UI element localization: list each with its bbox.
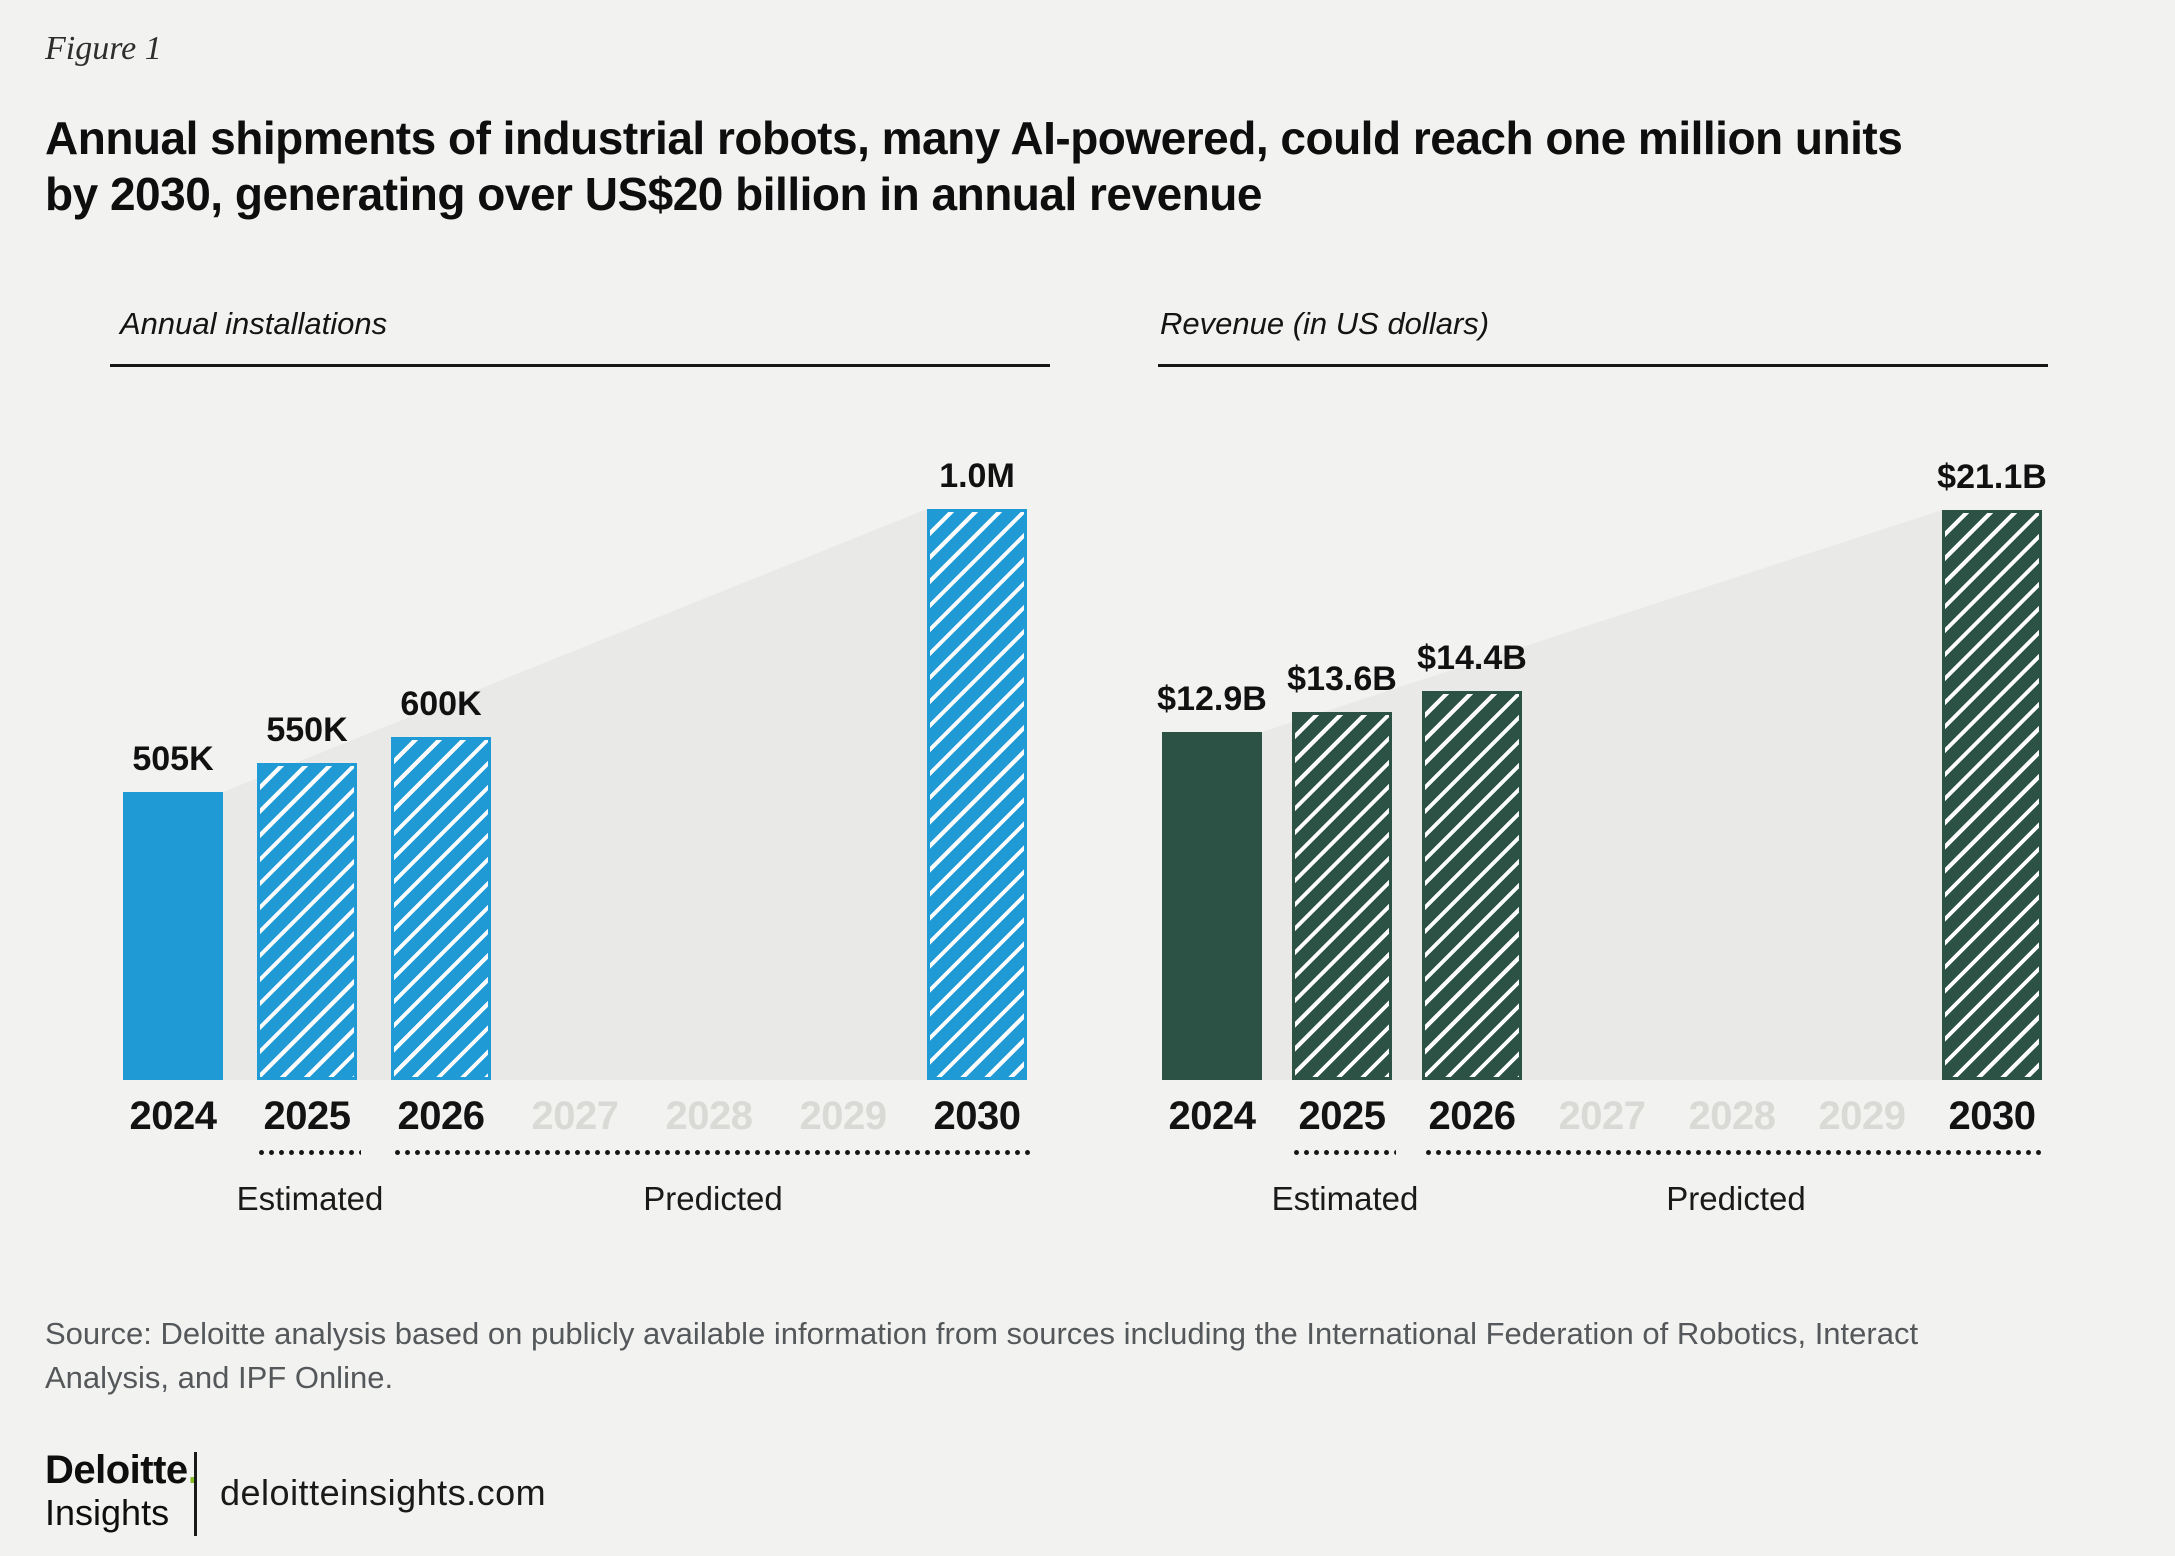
bar-2026 (1422, 691, 1522, 1080)
bar-2026 (391, 737, 491, 1080)
estimated-label: Estimated (236, 1180, 384, 1217)
bar-value-label-2026: 600K (400, 685, 482, 723)
x-axis-label-2026: 2026 (1428, 1094, 1516, 1138)
bar-value-label-2030: $21.1B (1937, 458, 2047, 496)
x-axis-label-2027: 2027 (1558, 1094, 1646, 1138)
bar-2030 (1942, 510, 2042, 1080)
x-axis-label-2024: 2024 (1168, 1094, 1256, 1138)
predicted-range-line (395, 1150, 1031, 1155)
chart-subtitle-rule (110, 364, 1050, 367)
deloitte-green-dot: . (187, 1448, 199, 1492)
headline-line-2: by 2030, generating over US$20 billion i… (45, 168, 1262, 220)
estimated-range-line (1294, 1150, 1396, 1155)
bar-2025 (257, 763, 357, 1080)
figure-headline: Annual shipments of industrial robots, m… (45, 110, 2125, 222)
bar-2024 (1162, 732, 1262, 1080)
x-axis-label-2027: 2027 (531, 1094, 619, 1138)
chart-subtitle: Revenue (in US dollars) (1160, 306, 1490, 341)
predicted-label: Predicted (643, 1180, 783, 1217)
x-axis-label-2025: 2025 (1298, 1094, 1386, 1138)
deloitte-logo: Deloitte. (45, 1448, 199, 1493)
chart-subtitle-rule (1158, 364, 2048, 367)
x-axis-label-2024: 2024 (129, 1094, 217, 1138)
bar-2030 (927, 509, 1027, 1080)
bar-2025 (1292, 712, 1392, 1080)
source-line-1: Source: Deloitte analysis based on publi… (45, 1316, 1919, 1351)
insights-wordmark: Insights (45, 1492, 170, 1533)
deloitte-wordmark: Deloitte (45, 1448, 188, 1492)
predicted-range-line (1426, 1150, 2046, 1155)
estimated-range-line (259, 1150, 361, 1155)
x-axis-label-2026: 2026 (397, 1094, 485, 1138)
bar-value-label-2024: 505K (132, 740, 214, 778)
x-axis-label-2030: 2030 (933, 1094, 1021, 1138)
x-axis-label-2025: 2025 (263, 1094, 351, 1138)
x-axis-label-2029: 2029 (1818, 1094, 1906, 1138)
bar-value-label-2025: $13.6B (1287, 660, 1397, 698)
headline-line-1: Annual shipments of industrial robots, m… (45, 112, 1903, 164)
x-axis-label-2030: 2030 (1948, 1094, 2036, 1138)
figure-label: Figure 1 (45, 30, 162, 67)
bar-value-label-2025: 550K (266, 711, 348, 749)
x-axis-label-2029: 2029 (799, 1094, 887, 1138)
chart-subtitle: Annual installations (120, 306, 388, 341)
x-axis-label-2028: 2028 (665, 1094, 753, 1138)
logo-divider (194, 1452, 197, 1536)
estimated-label: Estimated (1271, 1180, 1419, 1217)
bar-value-label-2030: 1.0M (939, 457, 1015, 495)
x-axis-label-2028: 2028 (1688, 1094, 1776, 1138)
site-url: deloitteinsights.com (220, 1472, 547, 1513)
bar-value-label-2024: $12.9B (1157, 680, 1267, 718)
predicted-label: Predicted (1666, 1180, 1806, 1217)
bar-value-label-2026: $14.4B (1417, 639, 1527, 677)
bar-2024 (123, 792, 223, 1080)
source-note: Source: Deloitte analysis based on publi… (45, 1312, 2135, 1400)
source-line-2: Analysis, and IPF Online. (45, 1360, 394, 1395)
